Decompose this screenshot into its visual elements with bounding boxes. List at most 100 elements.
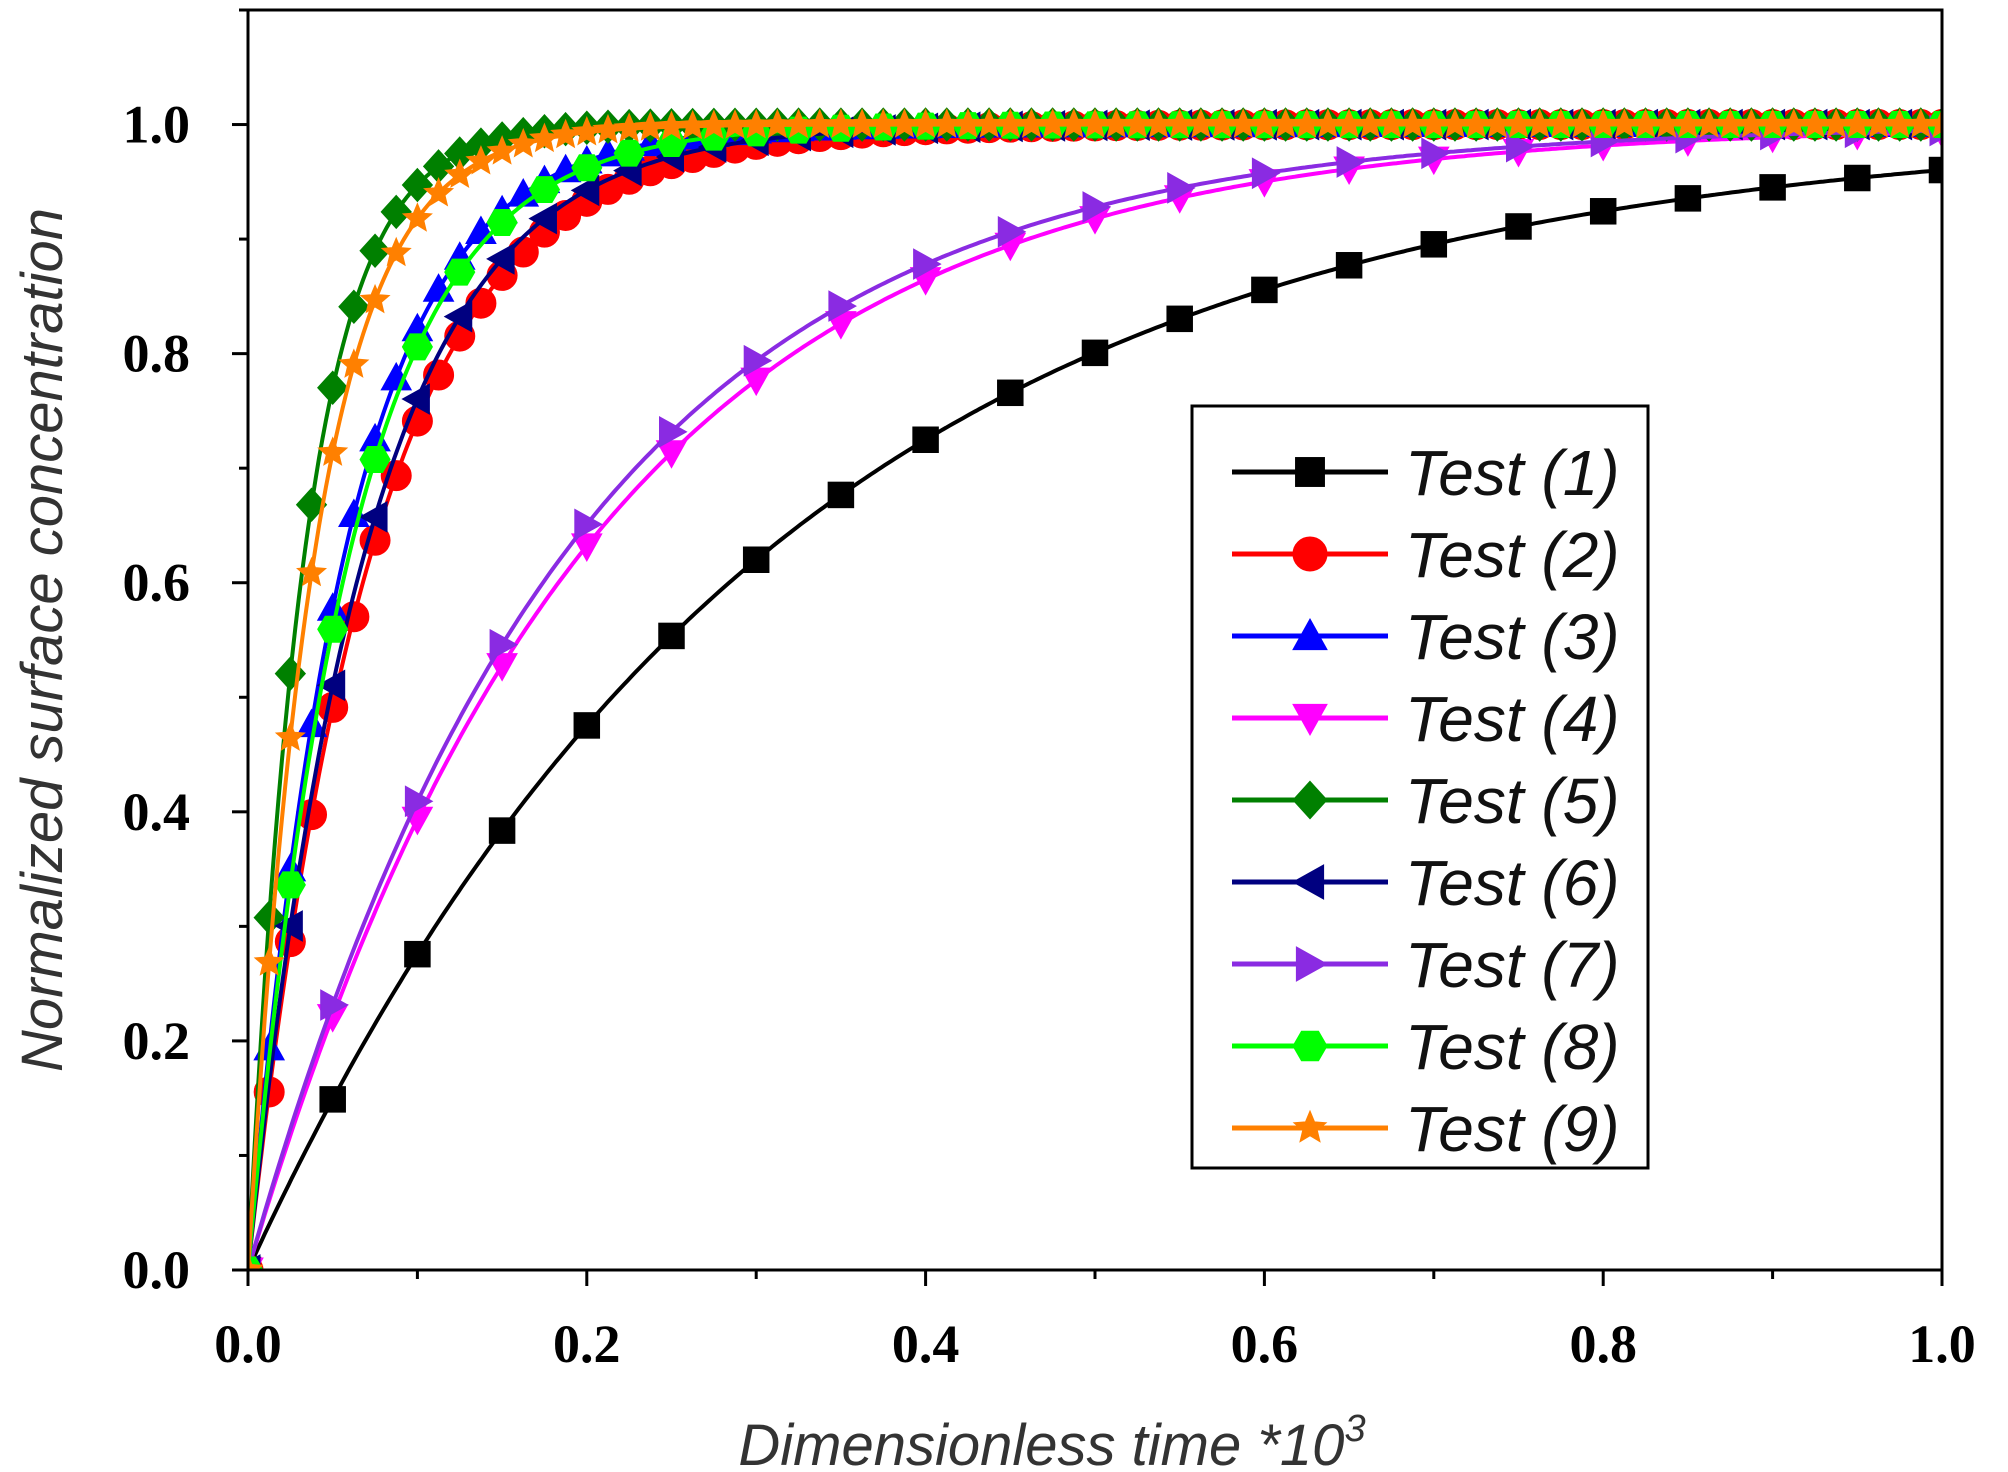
data-point [338, 348, 370, 378]
x-tick-label: 0.6 [1231, 1314, 1299, 1374]
y-tick-label: 0.4 [123, 782, 191, 842]
data-point [253, 946, 285, 976]
data-point [401, 167, 434, 203]
legend-marker [1292, 1109, 1328, 1143]
data-point [401, 383, 430, 415]
data-point [380, 236, 412, 267]
legend-marker [1291, 864, 1325, 900]
legend-label: Test (3) [1405, 601, 1620, 673]
data-point [658, 622, 685, 650]
data-point [465, 145, 497, 175]
data-point [742, 546, 770, 573]
x-axis-title: Dimensionless time *103 [738, 1408, 1365, 1472]
data-point [404, 785, 434, 818]
data-point [359, 283, 391, 314]
data-point [1589, 198, 1617, 225]
data-point [1251, 157, 1281, 190]
legend-entry: Test (3) [1232, 601, 1620, 673]
data-point [486, 243, 515, 275]
x-tick-label: 0.2 [553, 1314, 621, 1374]
legend-box [1190, 404, 1650, 1170]
data-point [359, 233, 391, 268]
series-layer [248, 107, 1942, 1270]
data-point [570, 533, 603, 562]
data-point [1251, 276, 1278, 304]
data-point [1505, 213, 1532, 240]
legend-label: Test (2) [1405, 519, 1620, 591]
data-point [401, 333, 433, 361]
y-axis: 0.0 0.2 0.4 0.6 0.8 1.0 [123, 8, 248, 1300]
legend-marker [1292, 780, 1328, 820]
data-point [423, 177, 455, 207]
series-line [248, 122, 1942, 1270]
legend-entry: Test (9) [1232, 1093, 1620, 1165]
series-line [248, 168, 1942, 1270]
legend-entry: Test (4) [1232, 683, 1620, 755]
legend-entry: Test (5) [1232, 765, 1620, 837]
data-point [401, 202, 433, 232]
data-point [486, 135, 518, 165]
x-tick-label: 1.0 [1908, 1314, 1976, 1374]
data-point [274, 721, 306, 751]
data-point [317, 615, 349, 643]
legend-marker [1292, 617, 1328, 651]
legend-entry: Test (6) [1232, 847, 1620, 919]
data-point [1081, 339, 1109, 367]
data-point [1506, 130, 1535, 163]
x-tick-label: 0.8 [1569, 1314, 1637, 1374]
data-point [1336, 146, 1366, 178]
data-point [659, 415, 688, 448]
x-axis: 0.0 0.2 0.4 0.6 0.8 1.0 [214, 1270, 1976, 1374]
data-point [253, 900, 285, 935]
data-point [274, 910, 303, 942]
data-point [528, 202, 557, 235]
data-point [488, 817, 516, 844]
data-point [295, 487, 328, 522]
legend-label: Test (5) [1405, 765, 1620, 837]
data-point [912, 426, 939, 454]
data-point [380, 194, 412, 230]
data-point [573, 712, 601, 739]
legend-entry: Test (2) [1232, 519, 1620, 591]
data-point [743, 344, 773, 377]
data-point [248, 1253, 264, 1270]
data-point [317, 436, 349, 466]
legend-label: Test (6) [1405, 847, 1620, 919]
y-axis-title: Normalized surface concentration [10, 208, 75, 1072]
series-test7 [248, 114, 1942, 1270]
data-point [507, 127, 539, 158]
data-point [574, 508, 603, 541]
data-point [1844, 164, 1871, 192]
data-point [571, 154, 603, 182]
data-point [444, 258, 476, 286]
data-point [1335, 252, 1363, 279]
data-point [1420, 231, 1448, 258]
data-point [1674, 185, 1702, 212]
legend-marker [1295, 946, 1329, 982]
data-point [319, 1086, 346, 1113]
data-point [444, 158, 476, 189]
series-line [248, 122, 1942, 1270]
data-point [338, 498, 370, 527]
y-tick-label: 0.2 [123, 1011, 191, 1071]
legend-label: Test (4) [1405, 683, 1620, 755]
legend-label: Test (7) [1405, 929, 1620, 1001]
data-point [316, 669, 346, 702]
series-line [248, 122, 1942, 1270]
data-point [1926, 108, 1942, 138]
data-point [359, 501, 388, 533]
series-line [248, 130, 1942, 1270]
data-point [317, 370, 349, 406]
data-point [1759, 174, 1786, 201]
legend-label: Test (9) [1405, 1093, 1620, 1165]
x-tick-label: 0.0 [214, 1314, 282, 1374]
data-point [1167, 172, 1196, 204]
series-test9 [248, 108, 1942, 1270]
legend-marker [1295, 457, 1325, 487]
series-line [248, 122, 1942, 1270]
series-test2 [248, 109, 1942, 1270]
data-point [486, 209, 518, 236]
data-point [997, 379, 1024, 407]
series-line [248, 128, 1942, 1270]
